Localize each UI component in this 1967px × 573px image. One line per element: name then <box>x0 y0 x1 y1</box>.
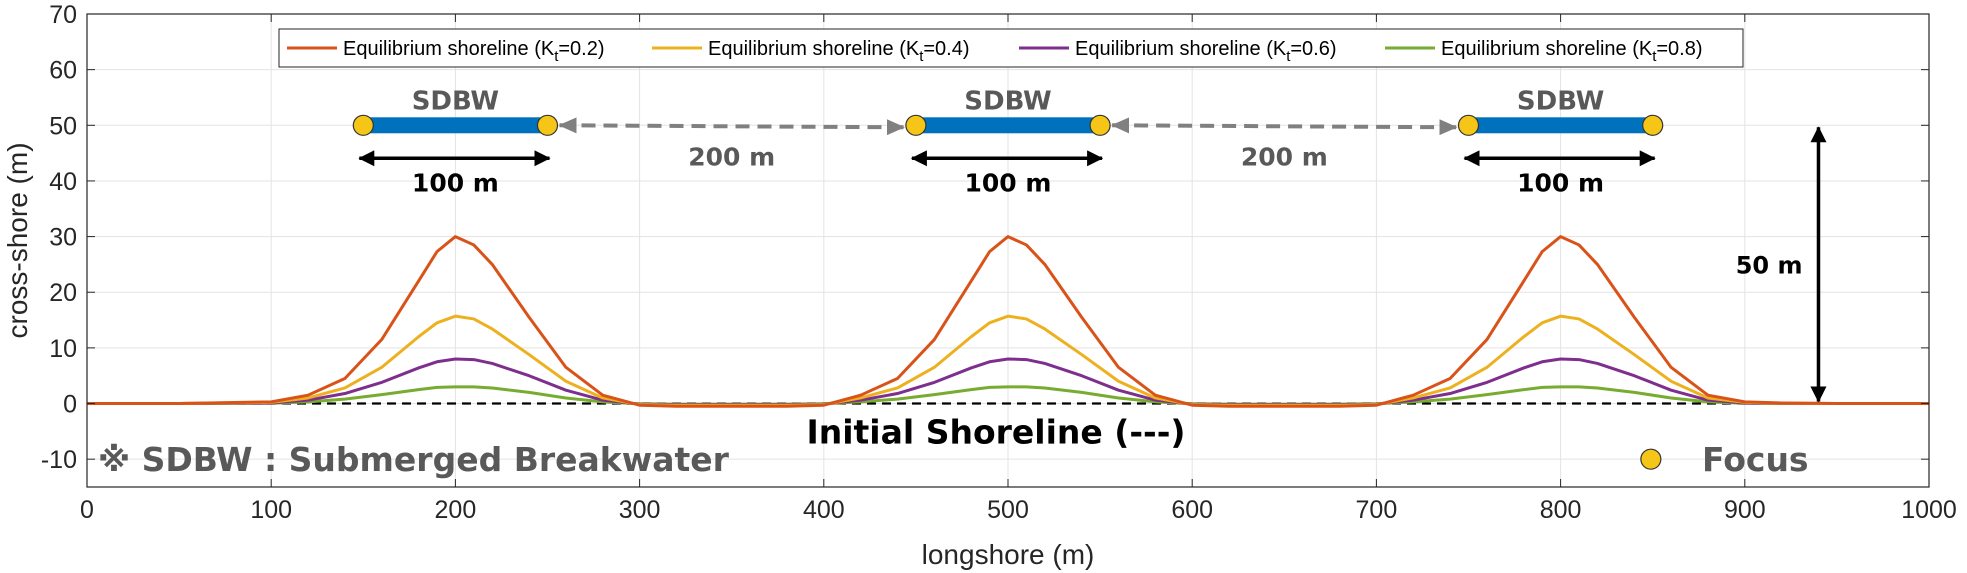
distance-label: 50 m <box>1736 251 1803 279</box>
x-axis-label: longshore (m) <box>922 539 1095 570</box>
legend-tail-text: =0.2) <box>558 38 604 60</box>
x-tick-label: 200 <box>435 496 477 524</box>
y-tick-label: 70 <box>49 1 77 29</box>
legend-main-text: Equilibrium shoreline (K <box>1441 38 1653 60</box>
y-axis-label: cross-shore (m) <box>2 142 33 338</box>
y-tick-label: 60 <box>49 57 77 85</box>
legend-frame <box>278 28 1744 68</box>
x-tick-label: 600 <box>1171 496 1213 524</box>
legend-label-kt02: Equilibrium shoreline (Kt=0.2) <box>343 38 605 65</box>
y-tick-label: 0 <box>63 391 77 419</box>
y-tick-label: -10 <box>41 446 77 474</box>
series-line-kt04 <box>87 314 1929 407</box>
legend-main-text: Equilibrium shoreline (K <box>1075 38 1287 60</box>
shoreline-curves <box>87 235 1929 408</box>
x-tick-label: 500 <box>987 496 1029 524</box>
legend-subscript: t <box>1286 48 1291 65</box>
breakwater-bar <box>363 117 548 134</box>
legend-main-text: Equilibrium shoreline (K <box>708 38 920 60</box>
focus-legend-label: Focus <box>1702 440 1809 479</box>
legend-subscript: t <box>1652 48 1657 65</box>
legend-tail-text: =0.4) <box>923 38 969 60</box>
breakwater-length-label: 100 m <box>1517 168 1604 197</box>
focus-legend-marker <box>1640 448 1662 470</box>
legend: Equilibrium shoreline (Kt=0.2) Equilibriu… <box>278 28 1744 68</box>
legend-tail-text: =0.6) <box>1290 38 1336 60</box>
y-tick-label: 30 <box>49 224 77 252</box>
gap-label: 200 m <box>1241 142 1328 171</box>
legend-label-kt08: Equilibrium shoreline (Kt=0.8) <box>1441 38 1703 65</box>
legend-label-kt04: Equilibrium shoreline (Kt=0.4) <box>708 38 970 65</box>
x-tick-label: 100 <box>250 496 292 524</box>
breakwater-bar <box>1468 117 1653 134</box>
legend-subscript: t <box>554 48 559 65</box>
legend-tail-text: =0.8) <box>1656 38 1702 60</box>
breakwater-label: SDBW <box>964 86 1051 116</box>
x-tick-label: 0 <box>80 496 94 524</box>
annotations: SDBW 100 m SDBW 100 m SDBW 100 m 200 m 200 m <box>352 86 1827 470</box>
x-tick-label: 400 <box>803 496 845 524</box>
series-line-kt06 <box>87 357 1929 407</box>
sdbw-footnote: ※ SDBW : Submerged Breakwater <box>98 440 730 479</box>
y-tick-label: 50 <box>49 112 77 140</box>
breakwater-length-label: 100 m <box>965 168 1052 197</box>
x-tick-label: 800 <box>1540 496 1582 524</box>
x-tick-label: 300 <box>619 496 661 524</box>
legend-main-text: Equilibrium shoreline (K <box>343 38 555 60</box>
y-tick-label: 40 <box>49 168 77 196</box>
axes: 0 100 200 300 400 500 600 700 800 900 1000-1001020… <box>41 1 1957 524</box>
initial-shoreline-label: Initial Shoreline (---) <box>806 412 1185 451</box>
series-line-kt02 <box>87 235 1929 408</box>
focus-marker <box>905 114 927 136</box>
legend-subscript: t <box>919 48 924 65</box>
y-tick-label: 10 <box>49 335 77 363</box>
focus-marker <box>352 114 374 136</box>
focus-marker <box>1457 114 1480 136</box>
breakwater-length-label: 100 m <box>412 168 499 197</box>
legend-label-kt06: Equilibrium shoreline (Kt=0.6) <box>1075 38 1337 65</box>
breakwater-bar <box>915 117 1101 134</box>
y-tick-label: 20 <box>49 279 77 307</box>
gap-arrow <box>558 117 905 136</box>
x-tick-label: 700 <box>1356 496 1398 524</box>
focus-marker <box>1642 114 1664 136</box>
breakwater-label: SDBW <box>1517 86 1604 116</box>
breakwater-label: SDBW <box>412 86 499 116</box>
x-tick-label: 1000 <box>1901 496 1957 524</box>
gap-label: 200 m <box>688 142 775 171</box>
series-line-kt08 <box>87 385 1929 406</box>
gap-arrow <box>1111 117 1458 136</box>
focus-marker <box>536 114 559 136</box>
focus-marker <box>1089 114 1111 136</box>
x-tick-label: 900 <box>1724 496 1766 524</box>
